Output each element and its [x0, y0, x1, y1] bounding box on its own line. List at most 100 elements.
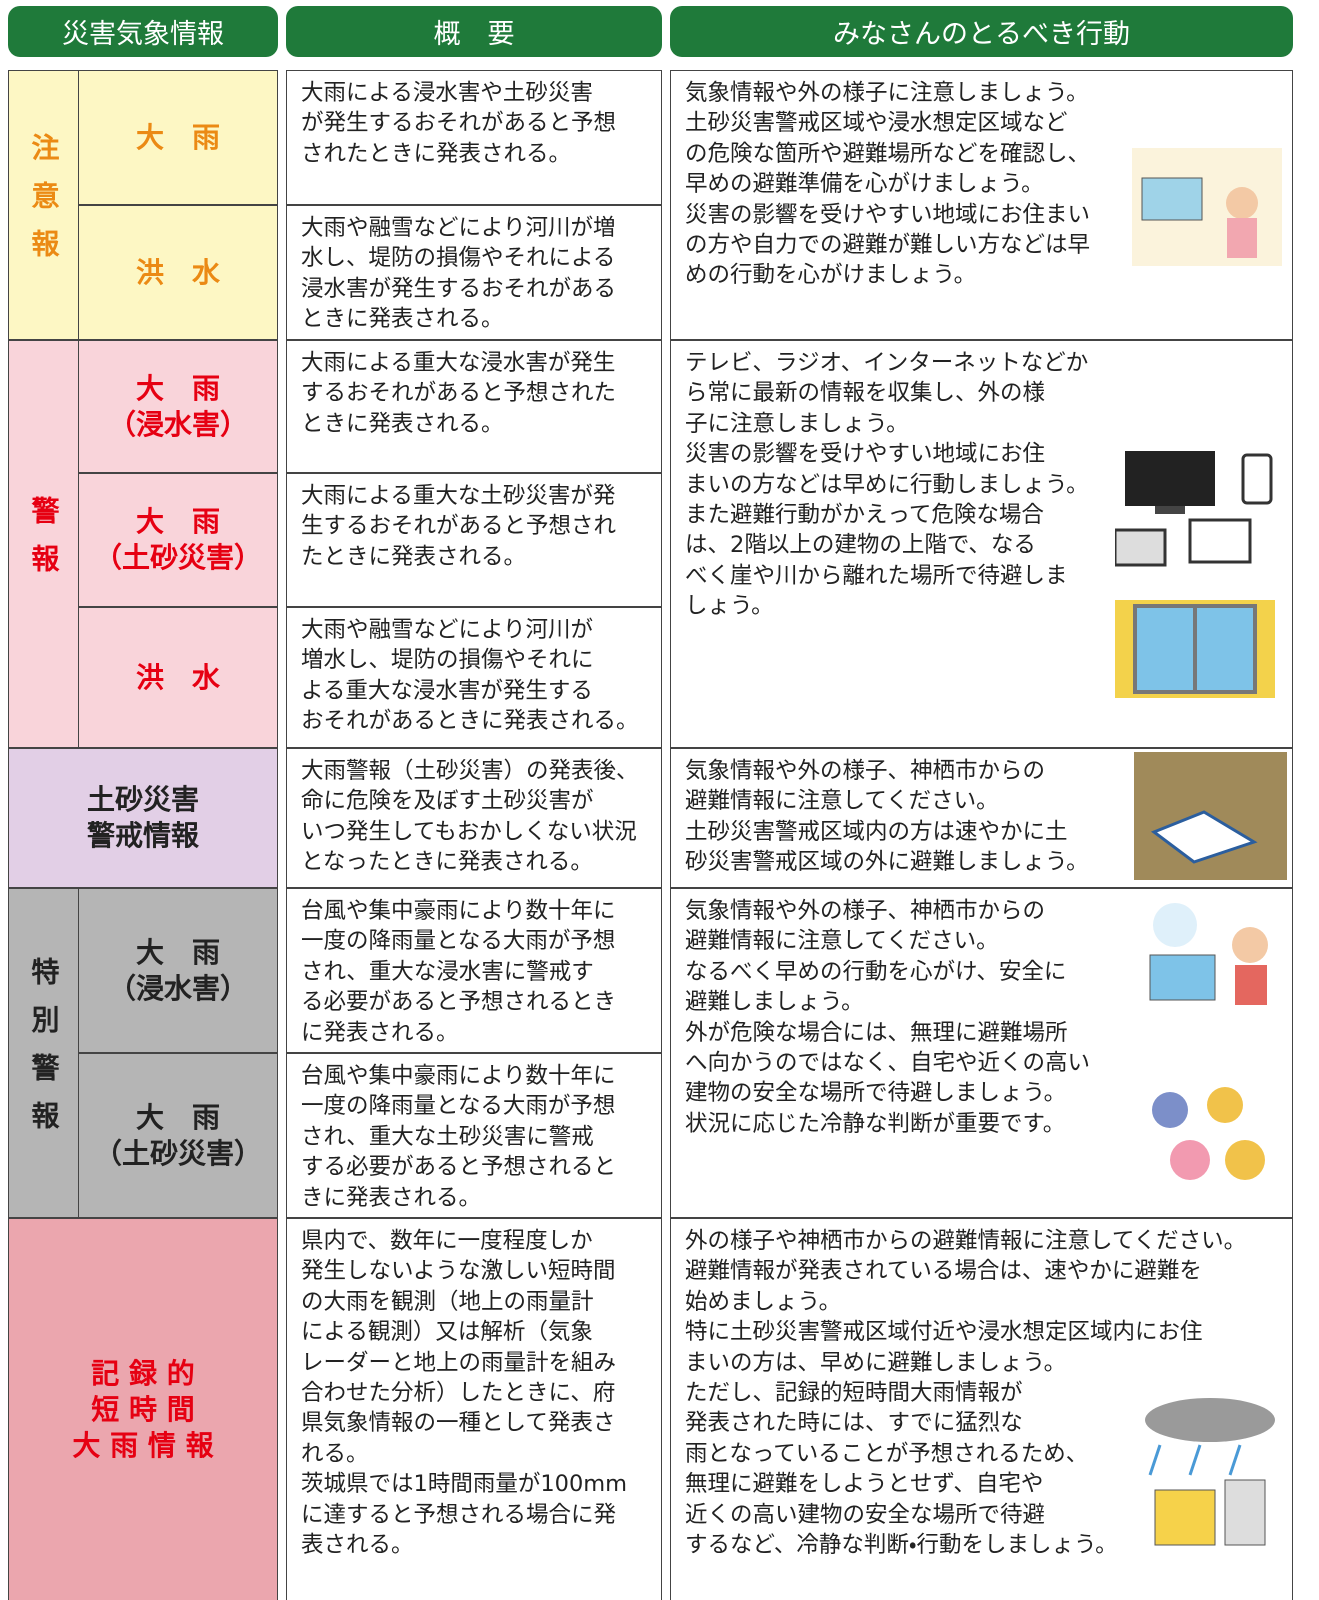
text-line: る必要があると予想されるとき — [301, 989, 617, 1016]
text-line: 命に危険を及ぼす土砂災害が — [301, 788, 594, 815]
text-line: 大雨による浸水害や土砂災害 — [301, 80, 593, 106]
text-line: 避難しましょう。 — [685, 989, 864, 1016]
text-line: たときに発表される。 — [301, 543, 527, 570]
text-line: の方や自力での避難が難しい方などは早 — [685, 232, 1091, 259]
text-line: きに発表される。 — [301, 1184, 482, 1211]
text-line: となったときに発表される。 — [301, 849, 593, 876]
summary-cell: 台風や集中豪雨により数十年に 一度の降雨量となる大雨が予想 され、重大な浸水害に警戒… — [286, 888, 662, 1053]
text-line: 大雨による重大な浸水害が発生 — [301, 350, 616, 376]
group-label-text: 警報 — [27, 496, 61, 592]
text-line: 土砂災害警戒区域や浸水想定区域など — [685, 110, 1068, 137]
text-line: 発生しないような激しい短時間 — [301, 1258, 616, 1285]
summary-cell: 大雨や融雪などにより河川が増 水し、堤防の損傷やそれによる 浸水害が発生するおそれが… — [286, 205, 662, 340]
text-line: に発表される。 — [301, 1019, 459, 1046]
text-line: の大雨を観測（地上の雨量計 — [301, 1288, 594, 1315]
illustration — [1132, 148, 1282, 266]
illustration — [1115, 600, 1275, 698]
row-name: 大 雨 — [78, 70, 278, 205]
text-line: 大雨や融雪などにより河川が増 — [301, 215, 616, 241]
text-line: （土砂災害） — [93, 1136, 262, 1170]
text-line: ただし、記録的短時間大雨情報が — [685, 1380, 1023, 1407]
text-line: 土砂災害警戒区域内の方は速やかに土 — [685, 818, 1068, 845]
text-line: 雨となっていることが予想されるため、 — [685, 1440, 1089, 1467]
text-line: 大 雨 — [135, 371, 220, 405]
text-line: するなど、冷静な判断・行動をしましょう。 — [685, 1532, 1118, 1559]
text-line: 近くの高い建物の安全な場所で待避 — [685, 1501, 1046, 1528]
summary-cell: 大雨による浸水害や土砂災害 が発生するおそれがあると予想 されたときに発表される。 — [286, 70, 662, 205]
text-line: おそれがあるときに発表される。 — [301, 708, 639, 735]
text-line: 台風や集中豪雨により数十年に — [301, 898, 616, 924]
text-line: 台風や集中豪雨により数十年に — [301, 1063, 616, 1089]
summary-cell: 大雨警報（土砂災害）の発表後、 命に危険を及ぼす土砂災害が いつ発生してもおかしくな… — [286, 748, 662, 888]
row-name: 記 録 的短 時 間大 雨 情 報 — [8, 1218, 278, 1600]
group-label: 注意報 — [8, 70, 79, 340]
text-line: 気象情報や外の様子、神栖市からの — [685, 758, 1046, 784]
summary-cell: 大雨による重大な土砂災害が発 生するおそれがあると予想され たときに発表される。 — [286, 473, 662, 607]
text-line: が発生するおそれがあると予想 — [301, 110, 617, 137]
text-line: 大 雨 — [135, 1100, 220, 1134]
text-line: 大雨警報（土砂災害）の発表後、 — [301, 758, 639, 784]
text-line: まいの方は、早めに避難しましょう。 — [685, 1349, 1067, 1376]
text-line: 大雨による重大な土砂災害が発 — [301, 483, 616, 509]
text-line: 洪 水 — [135, 660, 220, 694]
text-line: 始めましょう。 — [685, 1288, 842, 1315]
text-line: 外が危険な場合には、無理に避難場所 — [685, 1019, 1068, 1046]
illustration — [1152, 1087, 1265, 1180]
text-line: 短 時 間 — [91, 1393, 195, 1426]
text-line: による観測）又は解析（気象 — [301, 1319, 593, 1346]
text-line: 県内で、数年に一度程度しか — [301, 1228, 593, 1254]
text-line: まいの方などは早めに行動しましょう。 — [685, 471, 1089, 498]
text-line: べく崖や川から離れた場所で待避しま — [685, 562, 1068, 589]
group-label-text: 注意報 — [27, 133, 61, 277]
text-line: は、2階以上の建物の上階で、なる — [685, 532, 1036, 559]
text-line: 気象情報や外の様子に注意しましょう。 — [685, 80, 1089, 106]
text-line: 大 雨 — [135, 935, 220, 969]
text-line: 災害の影響を受けやすい地域にお住 — [685, 441, 1046, 468]
text-line: 避難情報に注意してください。 — [685, 928, 999, 955]
text-line: 記 録 的 — [91, 1357, 195, 1390]
action-cell: 気象情報や外の様子、神栖市からの 避難情報に注意してください。 土砂災害警戒区域内の… — [670, 748, 1293, 888]
row-name: 大 雨（浸水害） — [78, 340, 278, 473]
header-cell: 概 要 — [286, 6, 662, 57]
illustration — [1134, 752, 1287, 880]
text-line: また避難行動がかえって危険な場合 — [685, 502, 1044, 529]
text-line: 避難情報が発表されている場合は、速やかに避難を — [685, 1258, 1202, 1285]
text-line: レーダーと地上の雨量計を組み — [301, 1349, 617, 1376]
text-line: 合わせた分析）したときに、府 — [301, 1380, 616, 1407]
text-line: しょう。 — [685, 593, 774, 620]
text-line: 生するおそれがあると予想され — [301, 513, 617, 540]
action-cell: テレビ、ラジオ、インターネットなどか ら常に最新の情報を収集し、外の様 子に注意しま… — [670, 340, 1293, 748]
text-line: 一度の降雨量となる大雨が予想 — [301, 928, 616, 955]
illustration — [1145, 1398, 1275, 1546]
group-label: 特別警報 — [8, 888, 79, 1218]
text-line: 表される。 — [301, 1532, 414, 1559]
text-line: 砂災害警戒区域の外に避難しましょう。 — [685, 849, 1089, 876]
text-line: 増水し、堤防の損傷やそれに — [301, 647, 594, 674]
text-line: 大雨や融雪などにより河川が — [301, 617, 594, 643]
text-line: 外の様子や神栖市からの避難情報に注意してください。 — [685, 1228, 1247, 1254]
action-cell: 気象情報や外の様子、神栖市からの 避難情報に注意してください。 なるべく早めの行動を… — [670, 888, 1293, 1218]
illustration — [1149, 903, 1268, 1005]
text-line: めの行動を心がけましょう。 — [685, 262, 977, 289]
action-cell: 外の様子や神栖市からの避難情報に注意してください。 避難情報が発表されている場合は… — [670, 1218, 1293, 1600]
text-line: 県気象情報の一種として発表さ — [301, 1410, 616, 1437]
text-line: （浸水害） — [107, 407, 248, 441]
text-line: 状況に応じた冷静な判断が重要です。 — [685, 1110, 1066, 1137]
text-line: 大 雨 — [135, 120, 220, 154]
row-name: 洪 水 — [78, 607, 278, 748]
text-line: 一度の降雨量となる大雨が予想 — [301, 1093, 616, 1120]
text-line: （浸水害） — [107, 971, 248, 1005]
text-line: 茨城県では1時間雨量が100mm — [301, 1471, 628, 1498]
row-name: 土砂災害 警戒情報 — [8, 748, 278, 888]
row-name: 大 雨（土砂災害） — [78, 473, 278, 607]
text-line: 早めの避難準備を心がけましょう。 — [685, 171, 1044, 198]
summary-cell: 県内で、数年に一度程度しか 発生しないような激しい短時間 の大雨を観測（地上の雨量計… — [286, 1218, 662, 1600]
header-cell: 災害気象情報 — [8, 6, 278, 57]
text-line: 土砂災害 — [86, 783, 199, 816]
text-line: するおそれがあると予想された — [301, 380, 617, 407]
group-label-text: 特別警報 — [27, 957, 61, 1149]
text-line: ら常に最新の情報を収集し、外の様 — [685, 380, 1046, 407]
text-line: されたときに発表される。 — [301, 140, 572, 167]
header-cell: みなさんのとるべき行動 — [670, 6, 1293, 57]
